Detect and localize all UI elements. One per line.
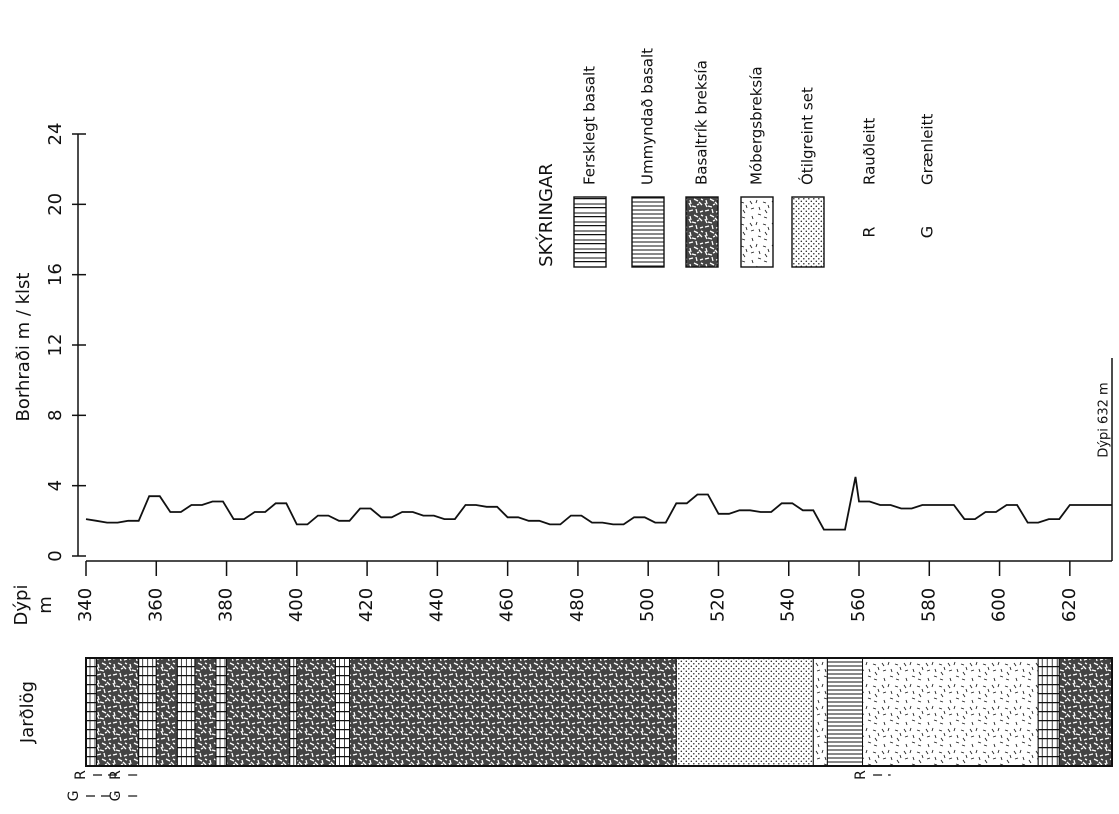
marker-letter-g: G [108,791,124,802]
depth-axis-unit: m [35,596,56,614]
depth-tick-label: 480 [567,588,588,622]
chart-plot-area [72,133,1113,576]
strata-layer-basaltrik [96,657,140,767]
rate-tick-label: 4 [45,480,66,491]
depth-tick-label: 440 [426,588,447,622]
strata-layer-basaltrik [1058,657,1113,767]
legend-letter-g: G [918,226,937,238]
rate-tick-label: 12 [45,334,66,357]
depth-tick-label: 500 [637,588,658,622]
rate-tick-label: 16 [45,263,66,286]
depth-tick-label: 400 [286,588,307,622]
legend-label: Ummyndað basalt [639,48,657,185]
legend-swatch-ummyndad [631,196,665,268]
depth-tick-label: 360 [145,588,166,622]
depth-axis-title: Dýpi [11,585,32,626]
depth-tick-label: 380 [216,588,237,622]
depth-tick-label: 600 [989,588,1010,622]
strata-layer-ummyndad [826,657,864,767]
axis-labels: 0 4 8 12 16 20 24 340 360 380 400 420 440 460 480 500 52… [11,123,1112,745]
legend-letter-r: R [860,226,879,237]
strata-column-frame [85,657,1113,767]
rate-series-line [85,476,1112,531]
strata-layer-basaltrik [194,657,217,767]
rate-tick-label: 0 [45,550,66,561]
depth-tick-label: 340 [75,588,96,622]
strata-column-title: Jarðlög [17,681,38,744]
rate-tick-label: 20 [45,193,66,216]
depth-tick-label: 540 [778,588,799,622]
legend-label: Basaltrík breksía [693,60,711,185]
strata-layer-basaltrik [349,657,677,767]
legend-label: Fersklegt basalt [581,66,599,185]
depth-tick-label: 620 [1059,588,1080,622]
strata-column [85,657,1113,767]
legend-swatch-basaltrik [685,196,719,268]
legend-swatch-mobergs [740,196,774,268]
end-depth-label: Dýpi 632 m [1097,382,1112,457]
legend-swatch-otilgreint [791,196,825,268]
depth-tick-label: 580 [918,588,939,622]
legend-swatch-fersklegt [573,196,607,268]
strata-layer-basaltrik [226,657,291,767]
strata-layer-fersklegt [1037,657,1060,767]
color-markers: G R G R R [66,770,891,802]
legend-title: SKÝRINGAR [535,163,557,267]
marker-letter-r: R [108,770,124,780]
strata-layer-otilgreint [675,657,814,767]
legend-label: Ótilgreint set [798,87,817,185]
legend: SKÝRINGAR Fersklegt basalt Ummyndað basalt… [535,48,937,268]
strata-layer-mobergs [812,657,828,767]
depth-tick-label: 520 [707,588,728,622]
marker-letter-r: R [853,770,869,780]
legend-label: Rauðleitt [861,118,879,185]
depth-tick-label: 460 [497,588,518,622]
depth-tick-label: 420 [356,588,377,622]
strata-layer-basaltrik [296,657,336,767]
marker-letter-r: R [73,770,89,780]
legend-label: Móbergsbreksía [748,66,766,185]
strata-layer-fersklegt [289,657,298,767]
rate-tick-label: 24 [45,123,66,146]
rate-axis-title: Borhraði m / klst [13,273,34,422]
strata-layer-fersklegt [334,657,351,767]
strata-layer-mobergs [862,657,1039,767]
depth-tick-label: 560 [848,588,869,622]
rate-tick-label: 8 [45,410,66,421]
legend-label: Grænleitt [919,114,937,185]
marker-letter-g: G [66,791,82,802]
strata-layer-basaltrik [155,657,178,767]
